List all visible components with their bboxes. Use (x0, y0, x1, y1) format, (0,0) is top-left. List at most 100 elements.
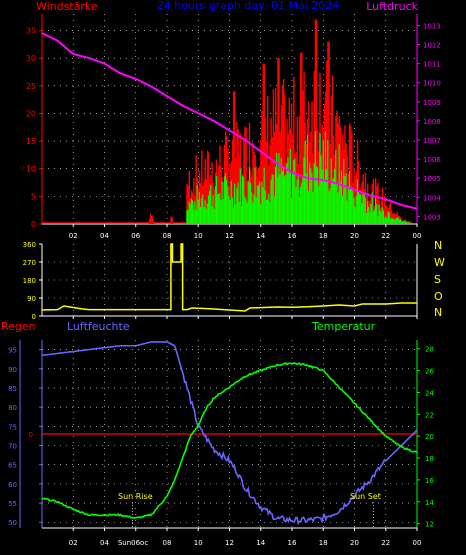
wind-gust-bar (263, 63, 266, 224)
wind-avg-bar (376, 204, 378, 224)
temperature-y-tick-label: 14 (425, 499, 434, 507)
wind-gust-bar (384, 195, 386, 224)
wind-avg-bar (251, 192, 253, 224)
wind-avg-bar (373, 209, 376, 224)
wind-avg-bar (260, 204, 262, 224)
wind-avg-bar (195, 209, 197, 224)
wind-avg-bar (242, 175, 244, 224)
wind-avg-bar (247, 181, 250, 224)
wind-avg-bar (326, 168, 328, 224)
rain-axis-title: Regen (1, 320, 36, 333)
wind-avg-bar (273, 196, 276, 224)
humidity-line (41, 341, 418, 526)
wind-pressure-panel: 0510152025303510031004100510061007100810… (26, 14, 441, 240)
wind-gust-bar (313, 71, 316, 224)
wind-gust-bar (394, 213, 396, 224)
wind-y-tick-label: 10 (26, 165, 36, 174)
wind-avg-bar (224, 173, 227, 224)
wind-avg-bar (277, 177, 279, 224)
wind-gust-bar (336, 110, 338, 224)
wind-gust-bar (246, 180, 248, 224)
wind-gust-bar (264, 118, 267, 224)
wind-gust-bar (186, 183, 188, 224)
wind-avg-bar (237, 182, 239, 224)
wind-gust-bar (290, 103, 293, 224)
wind-gust-bar (393, 212, 395, 224)
wind-avg-bar (293, 160, 295, 224)
wind-avg-bar (399, 219, 402, 224)
wind-avg-bar (345, 173, 347, 224)
wind-gust-bar (389, 199, 392, 224)
wind-avg-bar (239, 168, 242, 224)
p1-x-tick-label: 18 (319, 232, 328, 240)
wind-avg-bar (280, 157, 283, 224)
p3-x-tick-label: 22 (381, 539, 390, 547)
wind-avg-bar (222, 199, 225, 224)
wind-avg-bar (214, 186, 217, 224)
wind-gust-bar (262, 63, 264, 224)
wind-gust-bar (274, 87, 277, 224)
wind-gust-bar (346, 155, 348, 224)
wind-avg-bar (278, 153, 280, 224)
compass-label-s: S (434, 273, 441, 286)
direction-y-tick-label: 180 (23, 277, 36, 285)
wind-avg-bar (236, 188, 238, 224)
wind-avg-bar (313, 163, 316, 224)
wind-avg-bar (230, 180, 233, 224)
wind-avg-bar (264, 190, 267, 224)
wind-gust-bar (152, 218, 154, 224)
wind-avg-bar (305, 173, 308, 224)
wind-avg-bar (243, 177, 245, 224)
wind-gust-bar (278, 58, 280, 224)
wind-avg-bar (310, 168, 312, 224)
wind-avg-bar (262, 187, 264, 224)
p3-x-tick-label: 10 (194, 539, 203, 547)
wind-avg-bar (330, 158, 333, 224)
wind-avg-bar (302, 177, 304, 224)
wind-avg-bar (303, 157, 305, 224)
wind-avg-bar (212, 195, 214, 224)
temperature-y-tick-label: 24 (425, 389, 434, 397)
wind-avg-bar (379, 210, 381, 224)
wind-gust-bar (170, 216, 172, 224)
wind-gust-bar (201, 150, 203, 224)
wind-avg-bar (343, 158, 345, 224)
wind-avg-bar (311, 172, 313, 224)
wind-avg-bar (396, 217, 398, 224)
wind-avg-bar (371, 192, 373, 224)
temperature-y-tick-label: 16 (425, 477, 434, 485)
wind-avg-bar (319, 132, 321, 224)
p1-x-tick-label: 10 (194, 232, 203, 240)
pressure-y-tick-label: 1012 (423, 42, 441, 50)
wind-avg-bar (261, 181, 263, 224)
wind-avg-bar (271, 174, 273, 224)
wind-gust-bar (307, 101, 310, 224)
wind-avg-bar (253, 194, 255, 224)
wind-avg-bar (394, 219, 396, 224)
humidity-y-tick-label: 60 (8, 481, 17, 489)
p3-x-tick-label: 20 (350, 539, 359, 547)
wind-avg-bar (386, 217, 388, 224)
wind-gust-bar (404, 219, 406, 224)
temperature-axis-title: Temperatur (311, 320, 376, 333)
sun-rise-time-label: Sun06oc (118, 539, 149, 547)
wind-gust-bar (284, 93, 286, 224)
wind-avg-bar (349, 186, 352, 224)
wind-avg-bar (390, 218, 393, 224)
wind-avg-bar (209, 190, 211, 224)
temperature-y-tick-label: 22 (425, 411, 434, 419)
wind-gust-bar (229, 164, 231, 224)
wind-avg-bar (370, 204, 372, 224)
wind-gust-bar (354, 175, 356, 224)
wind-avg-bar (348, 171, 351, 224)
wind-gust-bar (238, 154, 241, 224)
wind-avg-bar (246, 202, 248, 224)
wind-gust-bar (385, 206, 387, 224)
wind-avg-bar (380, 211, 383, 224)
wind-avg-bar (254, 167, 256, 224)
wind-gust-bar (409, 221, 411, 224)
wind-avg-bar (207, 195, 210, 224)
wind-avg-bar (244, 196, 246, 224)
wind-avg-bar (284, 176, 286, 224)
